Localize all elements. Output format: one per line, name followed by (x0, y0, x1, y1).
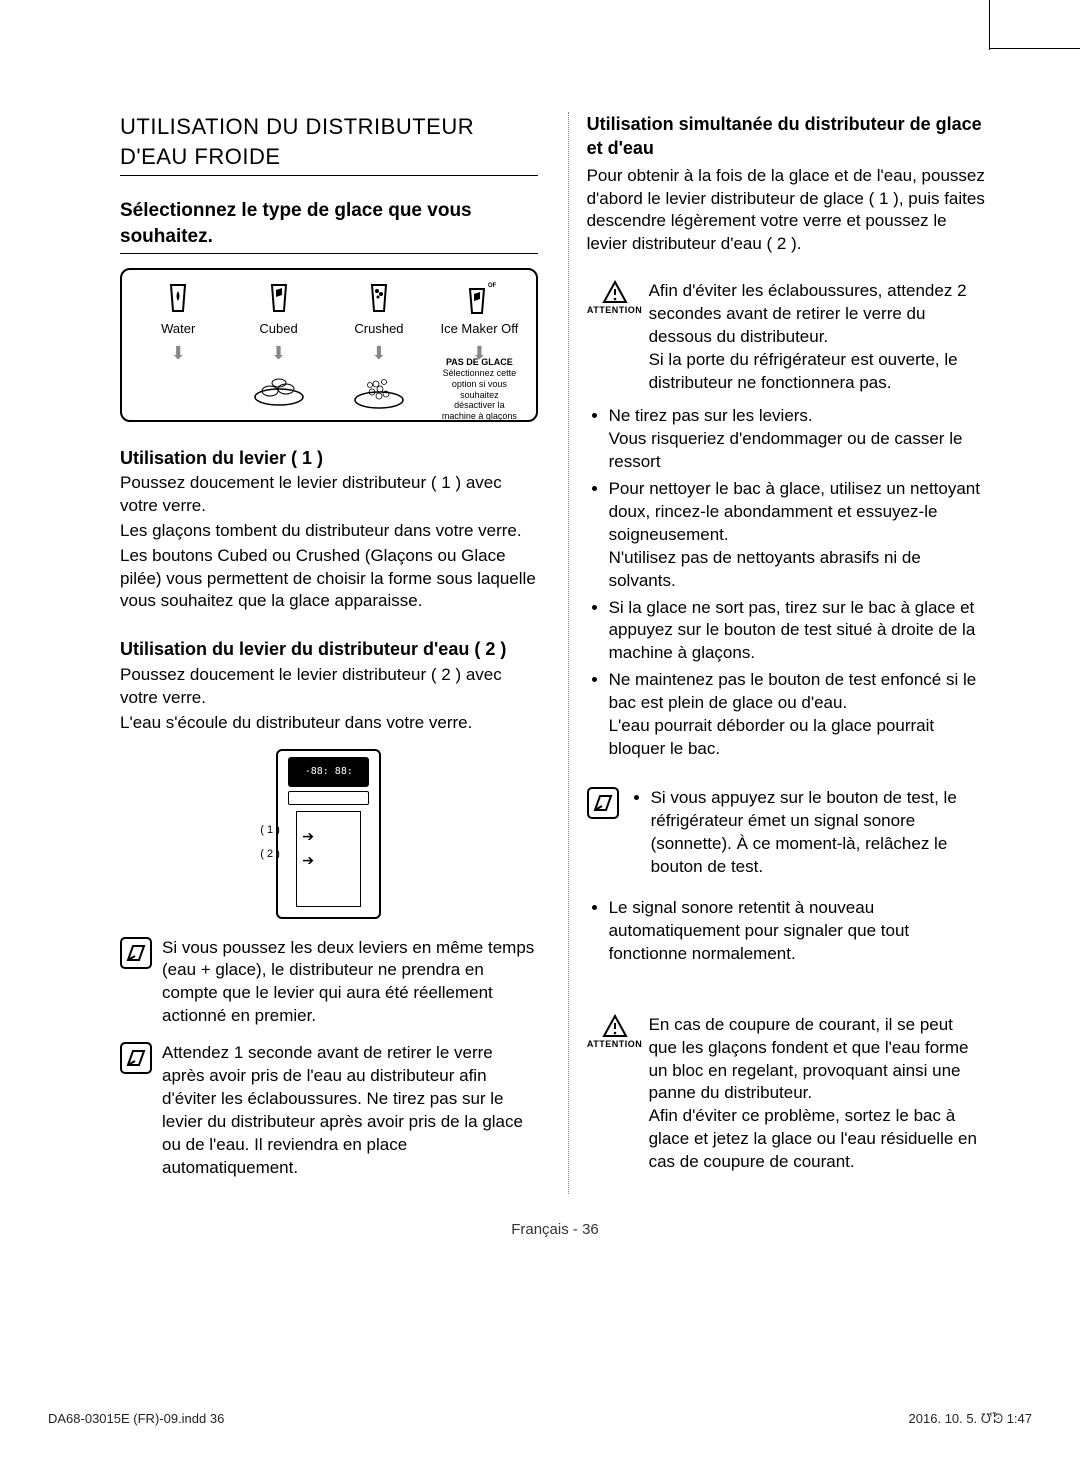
note-block: Si vous poussez les deux leviers en même… (120, 937, 538, 1029)
warning-icon (602, 280, 628, 304)
note-text: Si vous poussez les deux leviers en même… (162, 937, 538, 1029)
page-footer: Français - 36 (120, 1220, 990, 1240)
ice-option-label: Water (161, 320, 195, 338)
note-text: Attendez 1 seconde avant de retirer le v… (162, 1042, 538, 1180)
arrow-down-icon: ⬇ (171, 341, 186, 365)
crop-mark (990, 48, 1080, 49)
note-block: Attendez 1 seconde avant de retirer le v… (120, 1042, 538, 1180)
info-icon (120, 937, 152, 969)
arrow-down-icon: ⬇ (271, 341, 286, 365)
subheading: Sélectionnez le type de glace que vous s… (120, 198, 538, 253)
attention-text: Afin d'éviter les éclaboussures, attende… (649, 280, 986, 395)
attention-block: ATTENTION En cas de coupure de courant, … (587, 1014, 986, 1175)
crushed-result-icon (352, 368, 406, 412)
footer-metadata: DA68-03015E (FR)-09.indd 36 2016. 10. 5.… (48, 1410, 1032, 1428)
note-bullet-list-cont: Le signal sonore retentit à nouveau auto… (587, 897, 986, 966)
dispenser-display: -88: 88: (288, 757, 369, 787)
list-item: Si vous appuyez sur le bouton de test, l… (651, 787, 986, 879)
crushed-icon (361, 280, 397, 318)
section-heading: Utilisation simultanée du distributeur d… (587, 112, 986, 161)
ice-option-water: Water ⬇ (138, 280, 218, 412)
arrow-down-icon: ⬇ (371, 341, 386, 365)
main-heading: UTILISATION DU DISTRIBUTEUR D'EAU FROIDE (120, 112, 538, 176)
ice-option-crushed: Crushed ⬇ (339, 280, 419, 412)
list-item: Ne tirez pas sur les leviers. Vous risqu… (609, 405, 986, 474)
footer-date: 2016. 10. 5. ᘴᘸ 1:47 (909, 1410, 1032, 1428)
ice-option-cubed: Cubed ⬇ (239, 280, 319, 412)
cubed-result-icon (252, 368, 306, 412)
attention-text: En cas de coupure de courant, il se peut… (649, 1014, 986, 1175)
list-item: Pour nettoyer le bac à glace, utilisez u… (609, 478, 986, 593)
left-column: UTILISATION DU DISTRIBUTEUR D'EAU FROIDE… (120, 112, 538, 1194)
ice-option-label: Ice Maker Off (440, 320, 518, 338)
page-content: UTILISATION DU DISTRIBUTEUR D'EAU FROIDE… (0, 0, 1080, 1300)
right-column: Utilisation simultanée du distributeur d… (568, 112, 986, 1194)
arrow-icon: ➔ (302, 827, 314, 846)
dispenser-panel (288, 791, 369, 805)
ice-option-off: OFF Ice Maker Off ⬇ PAS DE GLACESélectio… (439, 280, 519, 412)
footer-file: DA68-03015E (FR)-09.indd 36 (48, 1410, 224, 1428)
attention-label: ATTENTION (587, 1038, 642, 1050)
no-ice-text: PAS DE GLACESélectionnez cette option si… (439, 368, 519, 412)
water-icon (160, 280, 196, 318)
body-text: Les boutons Cubed ou Crushed (Glaçons ou… (120, 545, 538, 614)
list-item: Le signal sonore retentit à nouveau auto… (609, 897, 986, 966)
ice-option-label: Cubed (259, 320, 297, 338)
crop-mark (989, 0, 990, 50)
body-text: Pour obtenir à la fois de la glace et de… (587, 165, 986, 257)
attention-label: ATTENTION (587, 304, 642, 316)
section-heading: Utilisation du levier ( 1 ) (120, 446, 538, 470)
label-1: ( 1 ) (260, 823, 280, 838)
pas-title: PAS DE GLACE (446, 357, 513, 367)
body-text: Les glaçons tombent du distributeur dans… (120, 520, 538, 543)
arrow-icon: ➔ (302, 851, 314, 870)
attention-block: ATTENTION Afin d'éviter les éclaboussure… (587, 280, 986, 395)
ice-off-icon: OFF (461, 280, 497, 318)
bullet-list: Ne tirez pas sur les leviers. Vous risqu… (587, 405, 986, 761)
note-block: Si vous appuyez sur le bouton de test, l… (587, 787, 986, 883)
warning-icon (602, 1014, 628, 1038)
note-bullet-list: Si vous appuyez sur le bouton de test, l… (629, 787, 986, 879)
dispenser-illustration: -88: 88: ( 1 ) ➔ ( 2 ) ➔ (276, 749, 381, 919)
label-2: ( 2 ) (260, 847, 280, 862)
svg-text:OFF: OFF (488, 283, 496, 289)
list-item: Si la glace ne sort pas, tirez sur le ba… (609, 597, 986, 666)
body-text: Poussez doucement le levier distributeur… (120, 664, 538, 710)
body-text: L'eau s'écoule du distributeur dans votr… (120, 712, 538, 735)
ice-option-label: Crushed (354, 320, 403, 338)
cubed-icon (261, 280, 297, 318)
list-item: Ne maintenez pas le bouton de test enfon… (609, 669, 986, 761)
ice-type-selector: Water ⬇ Cubed ⬇ (120, 268, 538, 422)
info-icon (587, 787, 619, 819)
pas-body: Sélectionnez cette option si vous souhai… (442, 368, 517, 421)
section-heading: Utilisation du levier du distributeur d'… (120, 637, 538, 661)
info-icon (120, 1042, 152, 1074)
body-text: Poussez doucement le levier distributeur… (120, 472, 538, 518)
